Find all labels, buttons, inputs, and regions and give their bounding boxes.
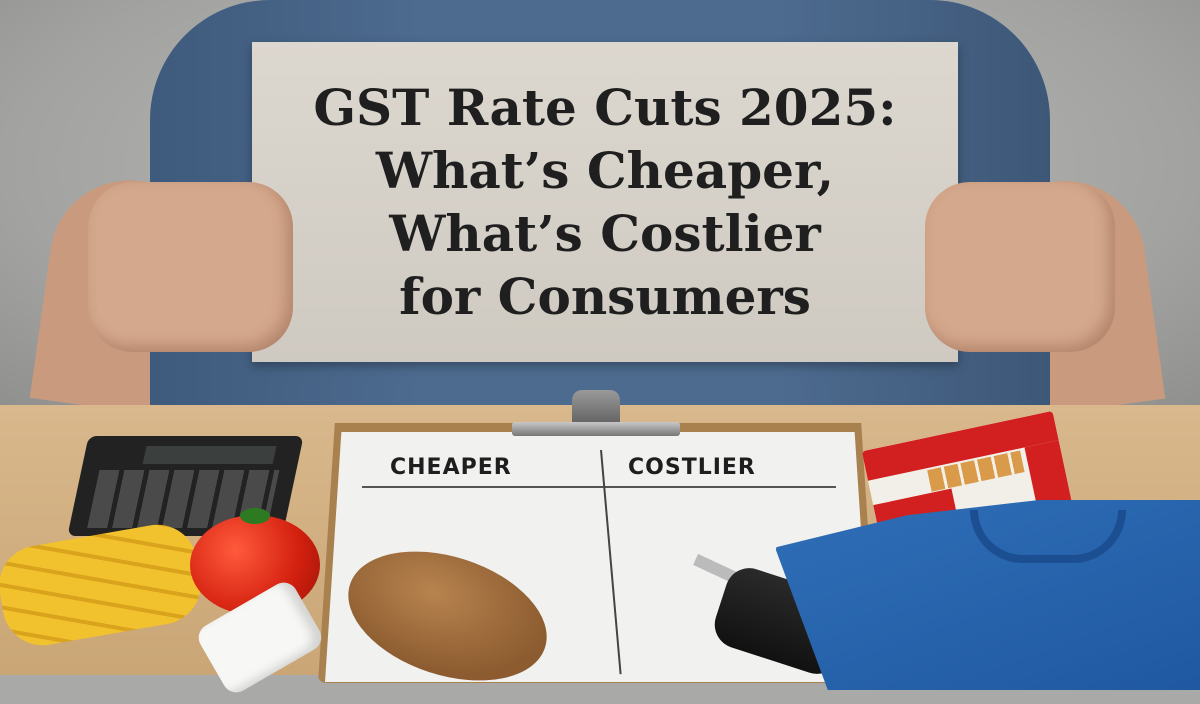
clipboard-clip [512,390,680,446]
sign-line-1: GST Rate Cuts 2025: [313,78,897,137]
sign-line-3: What’s Costlier [389,204,821,263]
header-divider [362,486,836,488]
headline-sign: GST Rate Cuts 2025: What’s Cheaper, What… [252,42,958,362]
left-hand [88,182,293,352]
tomato-stem [240,508,270,524]
right-hand [925,182,1115,352]
sign-line-2: What’s Cheaper, [375,141,835,200]
costlier-header: COSTLIER [628,455,756,480]
sign-line-4: for Consumers [399,267,811,326]
cheaper-header: CHEAPER [390,455,512,480]
